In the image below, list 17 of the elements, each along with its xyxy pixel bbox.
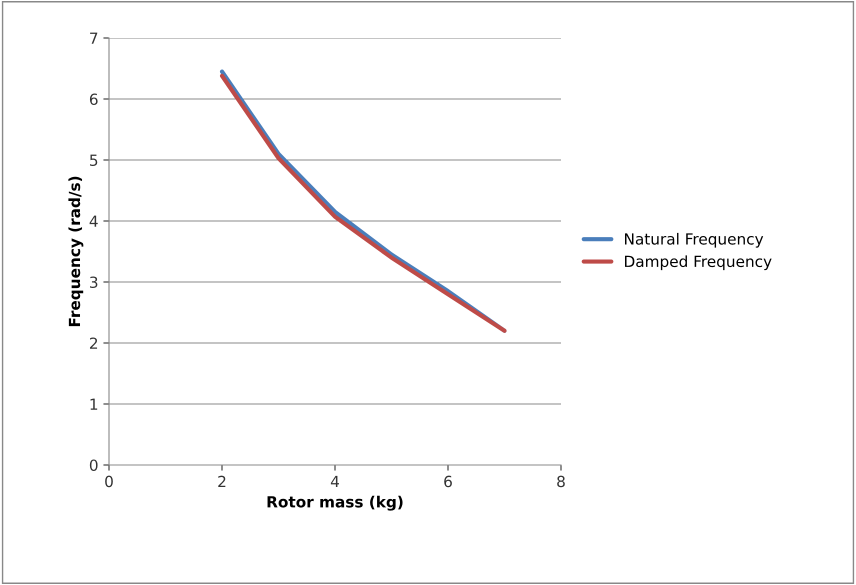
x-tick-label: 8	[557, 476, 565, 488]
legend-label: Damped Frequency	[625, 255, 772, 270]
x-axis-title: Rotor mass (kg)	[268, 496, 403, 511]
y-tick-label: 3	[90, 276, 98, 288]
y-axis-title: Frequency (rad/s)	[68, 176, 84, 326]
y-tick-label: 6	[90, 93, 98, 106]
y-tick-label: 4	[90, 216, 98, 227]
x-tick-label: 2	[218, 476, 226, 488]
legend-label: Natural Frequency	[625, 232, 764, 248]
x-tick-label: 4	[330, 476, 340, 488]
y-tick-label: 5	[90, 154, 98, 166]
y-tick-label: 1	[90, 398, 98, 410]
y-tick-label: 2	[90, 337, 98, 349]
y-tick-label: 7	[90, 32, 98, 44]
y-tick-label: 0	[90, 459, 98, 472]
x-tick-label: 6	[444, 476, 452, 488]
x-tick-label: 0	[105, 476, 113, 488]
